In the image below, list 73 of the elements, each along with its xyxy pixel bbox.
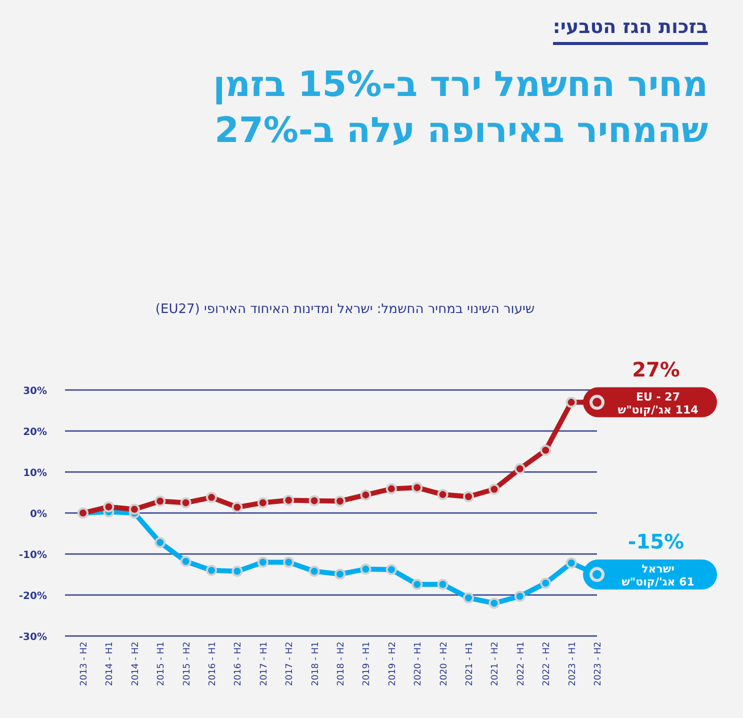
- point: [514, 590, 526, 602]
- text: ישראל: [642, 562, 674, 576]
- annotation: 27%: [632, 357, 680, 382]
- point: [103, 501, 114, 512]
- point: [232, 566, 243, 577]
- point: [488, 598, 500, 609]
- point: [412, 482, 423, 494]
- y-tick-label: 10%: [23, 468, 47, 479]
- y-tick-label: -10%: [18, 550, 47, 561]
- point: [360, 564, 372, 575]
- point: [334, 568, 346, 580]
- point: [308, 566, 320, 577]
- y-tick-label: 20%: [23, 427, 47, 438]
- point: [128, 504, 140, 515]
- x-tick-label: 2020 - H2: [439, 642, 450, 686]
- point: [180, 556, 192, 567]
- x-tick-label: 2019 - H1: [362, 642, 372, 686]
- x-tick-label: 2023 - H2: [594, 642, 604, 686]
- y-tick-label: -20%: [18, 591, 47, 602]
- point: [463, 592, 474, 604]
- x-tick-label: 2015 - H2: [182, 642, 192, 686]
- point: [154, 496, 166, 507]
- point: [437, 578, 448, 590]
- x-tick-label: 2020 - H1: [414, 642, 424, 686]
- point: [386, 564, 397, 576]
- x-tick-label: 2014 - H2: [130, 642, 141, 686]
- annotation: 61 אג'/קוט"ש: [622, 576, 694, 588]
- text: EU - 27: [636, 390, 680, 404]
- x-tick-label: 2022 - H2: [542, 642, 552, 686]
- point: [540, 578, 552, 589]
- x-tick-label: 2022 - H1: [516, 642, 526, 686]
- point: [386, 483, 397, 494]
- point: [283, 556, 294, 568]
- point: [463, 491, 474, 502]
- x-tick-label: 2019 - H2: [388, 642, 398, 686]
- chart-subtitle: שיעור השינוי במחיר החשמל: ישראל ומדינות האיחוד האירופי (EU27): [154, 302, 536, 317]
- x-tick-label: 2021 - H2: [490, 642, 501, 686]
- point: [412, 578, 423, 590]
- text: בזכות הגז הטבעי:: [552, 16, 708, 45]
- y-tick-label: -30%: [18, 632, 47, 643]
- point: [206, 564, 217, 576]
- x-tick-label: 2015 - H1: [156, 642, 167, 686]
- x-tick-label: 2021 - H1: [465, 642, 475, 686]
- x-tick-label: 2017 - H1: [259, 642, 270, 686]
- point: [257, 497, 268, 508]
- point: [566, 396, 577, 408]
- point: [308, 495, 320, 506]
- point: [232, 502, 243, 513]
- annotation: 114 אג'/קוט"ש: [618, 403, 699, 416]
- x-tick-label: 2018 - H1: [310, 642, 321, 686]
- point: [514, 463, 526, 474]
- point: [437, 489, 448, 500]
- point: [488, 484, 500, 495]
- x-tick-label: 2023 - H1: [568, 642, 578, 686]
- x-tick-label: 2016 - H1: [208, 642, 218, 686]
- chart-title: מחיר החשמל ירד ב-15% בזמן שהמחיר באירופה עלה ב-27%: [212, 64, 708, 153]
- point: [540, 444, 552, 456]
- point: [283, 494, 294, 506]
- x-tick-label: 2018 - H2: [336, 642, 346, 686]
- y-tick-label: 30%: [23, 386, 47, 397]
- annotation: -15%: [628, 530, 684, 554]
- x-tick-label: 2017 - H2: [285, 642, 296, 686]
- point: [257, 556, 268, 568]
- point: [566, 558, 577, 569]
- point: [334, 496, 346, 507]
- y-tick-label: 0%: [30, 509, 47, 520]
- point: [360, 489, 372, 500]
- x-tick-label: 2014 - H1: [105, 642, 116, 686]
- x-tick-label: 2013 - H2: [80, 642, 90, 686]
- point: [206, 492, 217, 503]
- point: [154, 537, 166, 548]
- x-tick-label: 2016 - H2: [234, 642, 244, 686]
- point: [180, 497, 192, 508]
